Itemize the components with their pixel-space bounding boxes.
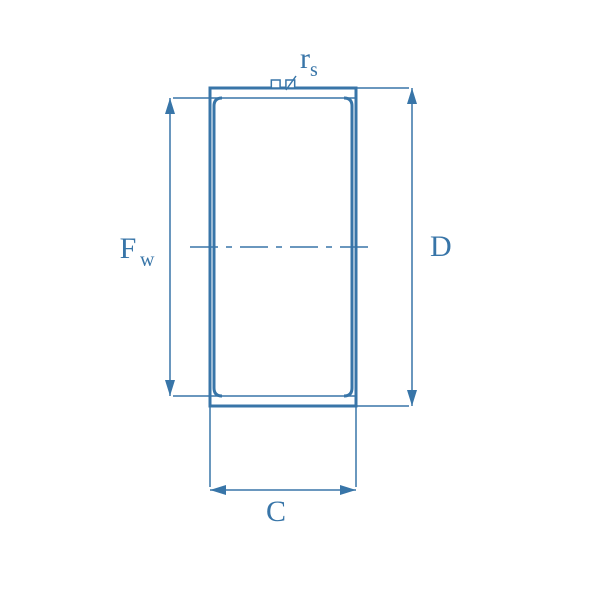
label-c: C — [266, 495, 286, 528]
label-rs-sub: s — [310, 59, 318, 81]
bearing-diagram: Fw D Crs — [0, 0, 600, 600]
label-fw: F — [120, 232, 137, 265]
label-rs: r — [300, 42, 310, 75]
label-d: D — [430, 230, 452, 263]
label-fw-sub: w — [140, 249, 155, 271]
